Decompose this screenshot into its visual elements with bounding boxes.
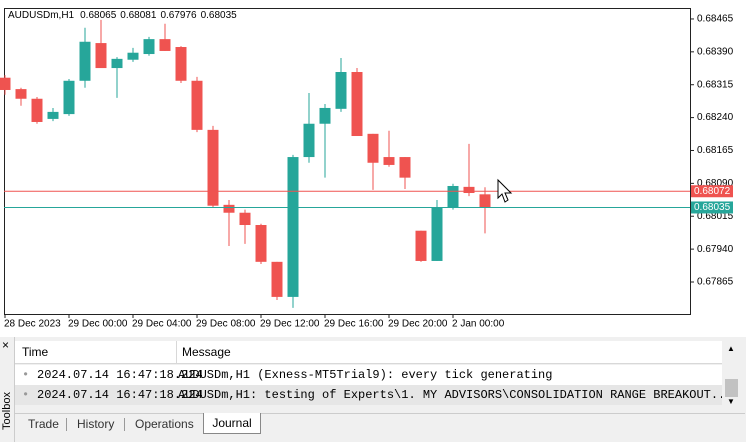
tab[interactable]: History <box>77 417 115 431</box>
y-tick-label: 0.68390 <box>697 46 734 57</box>
log-message: AUDUSDm,H1: testing of Experts\1. MY ADV… <box>178 388 722 402</box>
log-time: 2024.07.14 16:47:18.224 <box>37 368 203 382</box>
candle-body <box>447 185 459 208</box>
candle-body <box>271 261 283 297</box>
scrollbar[interactable]: ▲ ▼ <box>723 341 740 407</box>
candle-body <box>95 43 107 69</box>
x-tick-label: 29 Dec 04:00 <box>132 319 192 330</box>
log-row[interactable]: • 2024.07.14 16:47:18.224 AUDUSDm,H1: te… <box>15 385 722 405</box>
plot: 0.68465 0.68390 0.68315 0.68240 0.68165 0.680… <box>0 14 734 330</box>
candle-body <box>159 39 171 51</box>
candle-body <box>415 230 427 261</box>
high-price: 0.68081 <box>120 10 157 21</box>
chart-header: AUDUSDm,H1 0.68065 0.68081 0.67976 0.68035 <box>8 10 237 21</box>
candle-body <box>191 80 203 130</box>
x-tick-label: 29 Dec 20:00 <box>388 319 448 330</box>
row-bullet: • <box>22 368 30 382</box>
column-header[interactable]: Message <box>182 345 231 359</box>
y-tick-label: 0.67865 <box>697 277 734 288</box>
x-tick-label: 29 Dec 16:00 <box>324 319 384 330</box>
low-price: 0.67976 <box>160 10 197 21</box>
mouse-cursor <box>497 178 513 203</box>
x-tick-label: 29 Dec 00:00 <box>68 319 128 330</box>
y-tick-label: 0.68240 <box>697 112 734 123</box>
candle-body <box>223 204 235 213</box>
open-price: 0.68065 <box>80 10 117 21</box>
candle-body <box>431 207 443 261</box>
candle-body <box>463 186 475 194</box>
log-row[interactable]: • 2024.07.14 16:47:18.224 AUDUSDm,H1 (Ex… <box>15 365 722 385</box>
candle-body <box>0 77 11 90</box>
candle-body <box>479 194 491 208</box>
table-header: Time Message <box>15 341 722 364</box>
scroll-down[interactable]: ▼ <box>727 397 735 406</box>
candle-body <box>367 133 379 163</box>
candle-body <box>31 98 43 122</box>
candle-body <box>335 72 347 109</box>
active-tab[interactable]: Journal <box>203 413 261 434</box>
close-price: 0.68035 <box>201 10 238 21</box>
candle-body <box>351 72 363 137</box>
price-label: 0.68072 <box>694 186 731 197</box>
y-tick-label: 0.68090 <box>697 178 734 189</box>
candle-body <box>207 129 219 206</box>
price-label-box <box>691 185 733 198</box>
y-tick-label: 0.68015 <box>697 211 734 222</box>
y-tick-label: 0.68165 <box>697 145 734 156</box>
candle-body <box>287 157 299 297</box>
toolbox-label: Toolbox <box>1 392 13 430</box>
candle-body <box>319 107 331 124</box>
x-tick-label: 29 Dec 08:00 <box>196 319 256 330</box>
log-time: 2024.07.14 16:47:18.224 <box>37 388 203 402</box>
x-tick-label: 2 Jan 00:00 <box>452 319 505 330</box>
x-tick-label: 28 Dec 2023 <box>4 319 61 330</box>
x-tick-label: 29 Dec 12:00 <box>260 319 320 330</box>
candle-body <box>47 111 59 119</box>
candle-body <box>175 47 187 81</box>
candle-body <box>383 157 395 165</box>
candle-body <box>15 89 27 99</box>
symbol: AUDUSDm,H1 <box>8 10 75 21</box>
column-header[interactable]: Time <box>22 345 49 359</box>
price-label-box <box>691 201 733 214</box>
log-message: AUDUSDm,H1 (Exness-MT5Trial9): every tic… <box>178 368 553 382</box>
close-button[interactable]: × <box>2 338 10 352</box>
toolbox-strip: × Toolbox <box>0 337 15 442</box>
price-label: 0.68035 <box>694 202 731 213</box>
plot-frame <box>4 8 691 315</box>
candle-body <box>79 41 91 81</box>
y-tick-label: 0.68315 <box>697 79 734 90</box>
candle-body <box>303 123 315 158</box>
candle-body <box>111 58 123 69</box>
candle-body <box>127 52 139 60</box>
row-bullet: • <box>22 388 30 402</box>
scroll-up[interactable]: ▲ <box>727 344 735 353</box>
candle-body <box>255 225 267 262</box>
chart: AUDUSDm,H1 0.68065 0.68081 0.67976 0.68035 0… <box>0 0 746 337</box>
y-tick-label: 0.67940 <box>697 244 734 255</box>
y-tick-label: 0.68465 <box>697 14 734 25</box>
tab[interactable]: Operations <box>135 417 194 431</box>
toolbox: × Toolbox Time Message • 2024.07.14 16:4… <box>0 337 746 442</box>
scroll-thumb[interactable] <box>725 379 738 397</box>
candle-body <box>143 39 155 55</box>
candle-body <box>399 157 411 178</box>
candle-body <box>63 80 75 115</box>
tab[interactable]: Trade <box>28 417 59 431</box>
candle-body <box>239 212 251 226</box>
